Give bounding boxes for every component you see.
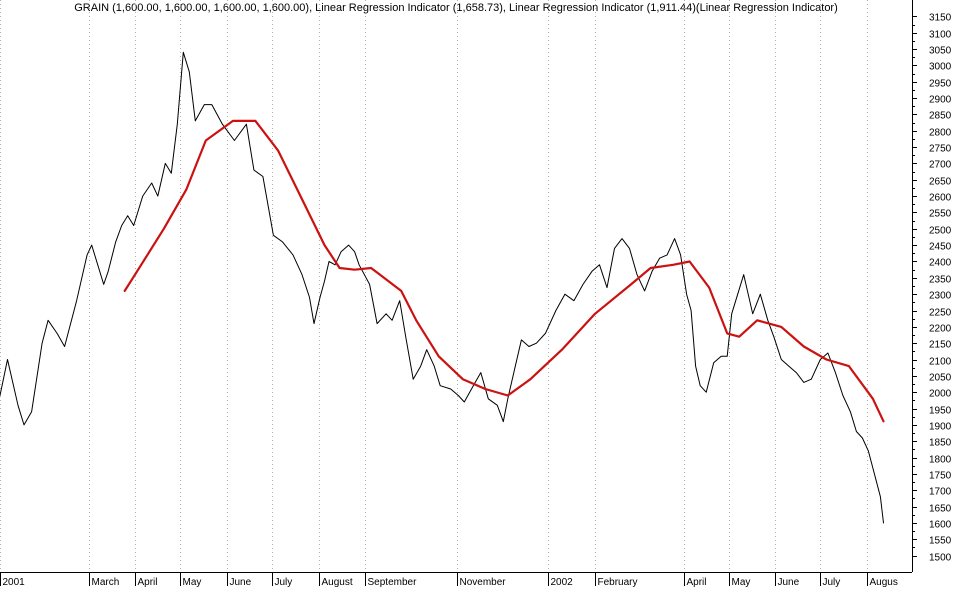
y-tick-label: 2800 xyxy=(929,128,952,139)
y-tick-label: 2200 xyxy=(929,324,952,335)
y-tick-label: 3150 xyxy=(929,13,952,24)
y-tick-label: 2450 xyxy=(929,242,952,253)
x-tick-label: April xyxy=(138,577,158,588)
y-tick-label: 1800 xyxy=(929,455,952,466)
y-tick-label: 2750 xyxy=(929,144,952,155)
y-tick-label: 3100 xyxy=(929,30,952,41)
y-tick-label: 1600 xyxy=(929,520,952,531)
y-tick-label: 2700 xyxy=(929,160,952,171)
regression-line xyxy=(123,119,885,423)
y-tick-label: 2650 xyxy=(929,177,952,188)
x-tick-label: 2002 xyxy=(551,577,574,588)
x-tick-label: May xyxy=(183,577,202,588)
y-tick-label: 2150 xyxy=(929,340,952,351)
x-tick-label: August xyxy=(322,577,353,588)
x-tick-label: June xyxy=(230,577,252,588)
x-tick-label: March xyxy=(92,577,120,588)
x-tick-label: Augus xyxy=(870,577,898,588)
series-lines xyxy=(0,51,885,524)
y-tick-label: 2000 xyxy=(929,389,952,400)
y-tick-label: 2350 xyxy=(929,275,952,286)
y-tick-label: 1750 xyxy=(929,471,952,482)
y-tick-label: 2400 xyxy=(929,258,952,269)
y-tick-label: 2950 xyxy=(929,79,952,90)
y-tick-label: 3050 xyxy=(929,46,952,57)
y-tick-label: 2100 xyxy=(929,357,952,368)
x-tick-label: May xyxy=(732,577,751,588)
y-tick-label: 1700 xyxy=(929,487,952,498)
x-tick-label: September xyxy=(368,577,418,588)
x-tick-label: July xyxy=(823,577,841,588)
y-tick-label: 2900 xyxy=(929,95,952,106)
y-tick-label: 1900 xyxy=(929,422,952,433)
y-tick-label: 2500 xyxy=(929,226,952,237)
x-axis: 2001 March April May June July August September… xyxy=(0,572,898,588)
grid-lines xyxy=(0,0,868,572)
y-tick-label: 2250 xyxy=(929,308,952,319)
x-tick-label: July xyxy=(275,577,293,588)
x-tick-label: April xyxy=(687,577,707,588)
y-axis: 1500 1550 1600 1650 1700 1750 1800 1850 1900 1950… xyxy=(912,13,952,564)
y-tick-label: 2300 xyxy=(929,291,952,302)
x-tick-label: February xyxy=(598,577,638,588)
y-tick-label: 1500 xyxy=(929,553,952,564)
y-tick-label: 1950 xyxy=(929,406,952,417)
y-tick-label: 1550 xyxy=(929,536,952,547)
y-tick-label: 1850 xyxy=(929,438,952,449)
y-tick-label: 2850 xyxy=(929,111,952,122)
y-tick-label: 1650 xyxy=(929,504,952,515)
price-line xyxy=(0,51,884,524)
x-tick-label: June xyxy=(778,577,800,588)
x-tick-label: 2001 xyxy=(3,577,26,588)
y-tick-label: 2600 xyxy=(929,193,952,204)
y-tick-label: 3000 xyxy=(929,62,952,73)
y-tick-label: 2550 xyxy=(929,209,952,220)
chart-title: GRAIN (1,600.00, 1,600.00, 1,600.00, 1,6… xyxy=(74,2,838,14)
x-tick-label: November xyxy=(460,577,507,588)
y-tick-label: 2050 xyxy=(929,373,952,384)
